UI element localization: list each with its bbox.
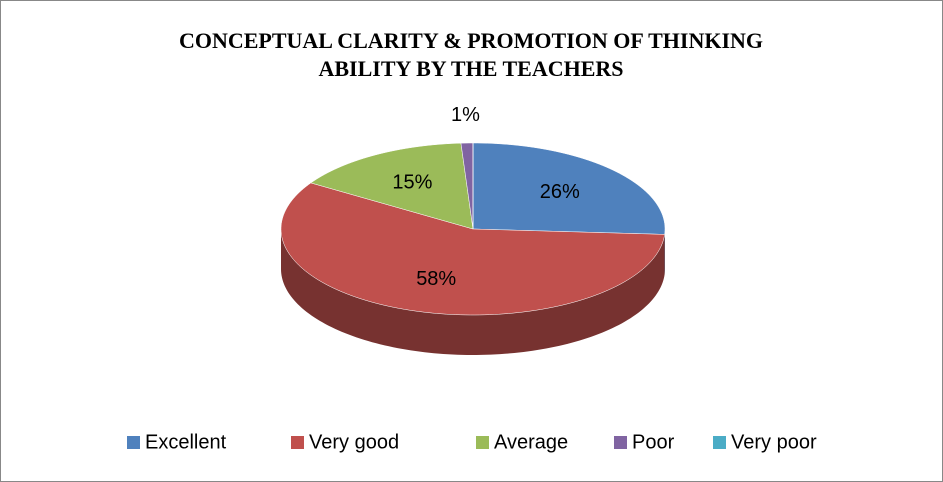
legend-label: Very good [309, 431, 399, 453]
data-label: 15% [392, 171, 432, 193]
legend-swatch [713, 436, 726, 449]
data-label: 26% [540, 181, 580, 203]
legend-swatch [291, 436, 304, 449]
slice [310, 142, 474, 230]
legend-label: Average [494, 431, 568, 453]
chart-title: CONCEPTUAL CLARITY & PROMOTION OF THINKI… [178, 28, 764, 81]
data-label: 58% [416, 268, 456, 290]
legend-swatch [476, 436, 489, 449]
legend-swatch [127, 436, 140, 449]
slice-side [281, 229, 665, 355]
legend-label: Very poor [731, 431, 817, 453]
data-label: 1% [451, 104, 480, 126]
legend-label: Excellent [145, 431, 227, 453]
legend-swatch [614, 436, 627, 449]
legend-label: Poor [632, 431, 675, 453]
slice [280, 182, 665, 316]
slice [472, 142, 666, 235]
